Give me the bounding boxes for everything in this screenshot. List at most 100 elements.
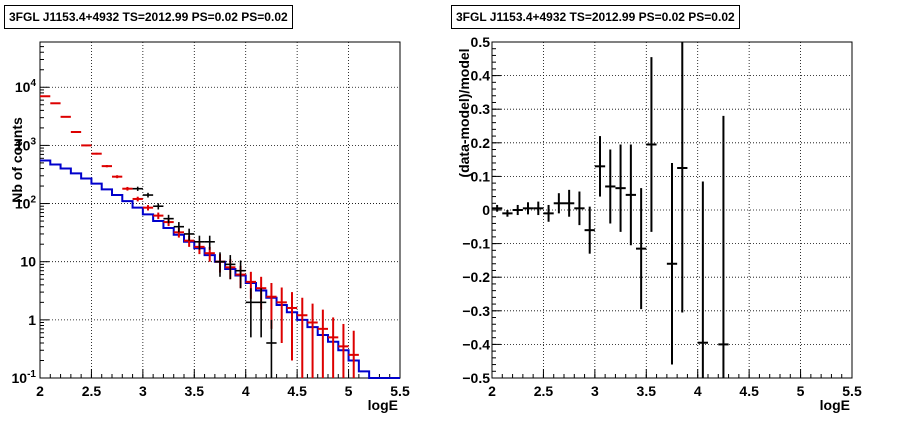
total-count-point xyxy=(142,205,154,211)
spectrum-plot-frame xyxy=(39,41,401,379)
total-count-point xyxy=(112,175,123,179)
source-count-point xyxy=(256,288,267,338)
x-tick-label: 3.5 xyxy=(637,383,657,399)
y-tick-label: 0.4 xyxy=(471,68,491,84)
residual-y-axis-title: (data-model)/model xyxy=(456,48,472,177)
residual-point xyxy=(625,144,636,246)
y-tick-label: 0.3 xyxy=(471,101,491,117)
residual-panel: 2 2.5 3 3.5 4 4.5 5 5.5 −0.5 −0.4 −0.3 −0.2 −0.1 0 0.… xyxy=(456,34,862,413)
total-count-point xyxy=(286,292,298,361)
y-tick-label: −0.3 xyxy=(462,303,490,319)
residual-x-axis-title: logE xyxy=(820,397,850,413)
total-count-point xyxy=(50,102,61,105)
residual-point xyxy=(615,144,626,232)
y-tick-label: −0.4 xyxy=(462,336,490,352)
x-tick-label: 4 xyxy=(694,383,702,399)
x-tick-label: 4 xyxy=(242,383,250,399)
source-count-point xyxy=(184,228,195,241)
total-count-point xyxy=(101,165,112,168)
x-tick-label: 2.5 xyxy=(82,383,102,399)
x-tick-label: 4.5 xyxy=(287,383,307,399)
residual-point xyxy=(492,204,503,212)
total-count-point xyxy=(81,144,92,147)
residual-point xyxy=(646,57,657,232)
x-tick-label: 2 xyxy=(36,383,44,399)
total-count-point xyxy=(122,186,133,191)
source-count-point xyxy=(235,260,246,289)
residual-point xyxy=(502,210,513,217)
model-step-line xyxy=(40,159,400,379)
total-count-point xyxy=(40,95,51,98)
spectrum-y-axis-title: Nb of counts xyxy=(9,117,25,203)
x-tick-label: 3 xyxy=(591,383,599,399)
source-count-point xyxy=(214,252,226,277)
total-count-point xyxy=(328,317,339,378)
residual-point xyxy=(574,191,585,226)
source-counts-points xyxy=(132,186,277,378)
residual-point xyxy=(543,204,554,222)
x-tick-label: 5.5 xyxy=(842,383,862,399)
y-tick-label: −0.1 xyxy=(462,236,490,252)
spectrum-x-tick-labels: 2 2.5 3 3.5 4 4.5 5 5.5 xyxy=(36,383,410,399)
residual-title: 3FGL J1153.4+4932 TS=2012.99 PS=0.02 PS=… xyxy=(451,5,740,29)
residual-point xyxy=(605,149,616,224)
x-tick-label: 2 xyxy=(488,383,496,399)
total-count-point xyxy=(91,152,102,155)
source-count-point xyxy=(142,192,154,198)
spectrum-ticks xyxy=(39,41,401,379)
total-count-point xyxy=(338,323,349,378)
y-tick-label: 0.1 xyxy=(471,168,491,184)
y-tick-label: −0.2 xyxy=(462,269,490,285)
residual-points xyxy=(492,42,729,378)
residual-point xyxy=(636,188,647,310)
y-tick-label: 10 xyxy=(20,254,36,270)
source-count-point xyxy=(266,319,277,378)
x-tick-label: 5 xyxy=(797,383,805,399)
residual-point xyxy=(533,201,544,216)
source-count-point xyxy=(153,203,164,210)
residual-point xyxy=(677,42,688,313)
residual-point xyxy=(697,181,708,378)
residual-point xyxy=(666,162,678,365)
y-tick-label: 0.5 xyxy=(471,34,491,50)
x-tick-label: 5.5 xyxy=(390,383,410,399)
source-count-point xyxy=(132,186,143,191)
residual-point xyxy=(584,206,595,254)
y-tick-label: 1 xyxy=(28,312,36,328)
source-count-point xyxy=(194,235,205,250)
model-step-path xyxy=(40,159,400,379)
source-count-point xyxy=(173,222,184,233)
residual-point xyxy=(522,202,534,215)
y-tick-label: 0.2 xyxy=(471,135,491,151)
total-count-point xyxy=(60,115,71,118)
total-count-point xyxy=(297,297,308,378)
total-count-point xyxy=(348,330,359,378)
x-tick-label: 3 xyxy=(139,383,147,399)
residual-point xyxy=(564,189,575,217)
source-count-point xyxy=(163,214,174,224)
residual-y-tick-labels: −0.5 −0.4 −0.3 −0.2 −0.1 0 0.1 0.2 0.3 0.4 0.5 xyxy=(462,34,490,386)
total-count-point xyxy=(317,309,328,378)
x-tick-label: 4.5 xyxy=(739,383,759,399)
y-tick-label: 0 xyxy=(482,202,490,218)
source-count-point xyxy=(225,255,236,280)
source-count-point xyxy=(245,288,256,338)
residual-point xyxy=(553,193,564,214)
total-count-point xyxy=(276,287,287,343)
source-count-point xyxy=(204,235,215,250)
y-tick-label: −0.5 xyxy=(462,370,490,386)
residual-point xyxy=(594,136,606,197)
total-count-point xyxy=(132,196,143,202)
total-count-point xyxy=(307,303,318,378)
spectrum-title: 3FGL J1153.4+4932 TS=2012.99 PS=0.02 PS=… xyxy=(4,5,293,29)
residual-point xyxy=(512,204,523,216)
residual-x-tick-labels: 2 2.5 3 3.5 4 4.5 5 5.5 xyxy=(488,383,862,399)
x-tick-label: 2.5 xyxy=(534,383,554,399)
total-count-point xyxy=(153,212,164,220)
x-tick-label: 5 xyxy=(345,383,353,399)
x-tick-label: 3.5 xyxy=(185,383,205,399)
residual-point xyxy=(718,115,729,378)
spectrum-x-axis-title: logE xyxy=(368,397,398,413)
